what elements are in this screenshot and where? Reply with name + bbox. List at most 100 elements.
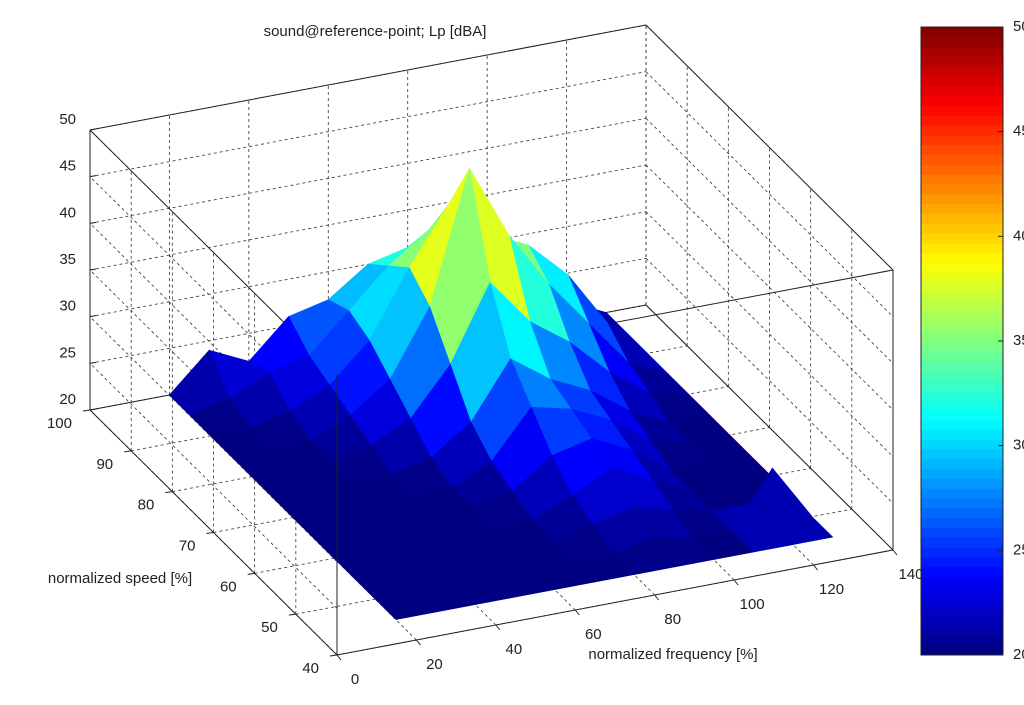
z-tick [89,361,97,364]
y-tick [247,572,255,575]
axis-edge [89,24,647,131]
z-tick-label: 50 [59,111,76,128]
colorbar-band [921,625,1003,636]
x-tick [416,639,421,646]
colorbar-band [921,144,1003,156]
grid-line [89,117,647,224]
surface-cell [374,591,437,620]
y-tick [82,409,91,412]
colorbar-band [921,105,1003,116]
z-tick-label: 25 [59,344,76,361]
colorbar-band [921,448,1003,460]
z-tick-label: 20 [59,391,76,408]
y-tick-label: 60 [220,578,237,595]
z-tick-label: 40 [59,204,76,221]
colorbar-band [921,291,1003,303]
x-axis-label: normalized frequency [%] [588,646,757,663]
x-tick-label: 80 [664,611,681,628]
grid-line [645,118,894,364]
y-tick [288,613,296,616]
colorbar-band [921,576,1003,587]
colorbar-band [921,184,1003,195]
colorbar-band [921,488,1003,499]
y-tick [124,450,132,453]
z-tick-label: 35 [59,251,76,268]
y-tick-label: 80 [138,497,155,514]
colorbar-band [921,350,1003,362]
colorbar-band [921,311,1003,322]
axis-edge [645,304,894,551]
x-tick-label: 40 [506,641,523,658]
colorbar-band [921,282,1003,293]
colorbar-band [921,36,1003,48]
colorbar-band [921,85,1003,97]
x-tick-label: 20 [426,656,443,673]
grid-line [645,164,894,411]
colorbar-band [921,233,1003,244]
x-tick [654,594,660,601]
grid-line [89,176,338,422]
colorbar-band [921,645,1003,656]
colorbar-band [921,409,1003,420]
colorbar-band [921,331,1003,342]
colorbar-band [921,252,1003,263]
z-tick [89,408,97,411]
colorbar-band [921,76,1003,87]
grid-line [89,363,338,609]
grid-line [645,71,894,317]
colorbar-band [921,478,1003,489]
colorbar-band [921,203,1003,214]
colorbar-tick-label: 40 [1013,227,1024,244]
z-tick-label: 30 [59,298,76,315]
colorbar-band [921,193,1003,205]
colorbar-band [921,174,1003,185]
colorbar-band [921,360,1003,371]
colorbar-band [921,321,1003,332]
chart-title: sound@reference-point; Lp [dBA] [264,23,487,40]
grid-line [645,258,894,504]
x-tick-label: 0 [351,671,359,688]
colorbar-band [921,586,1003,597]
axis-edge [336,549,894,656]
x-tick [574,609,580,616]
colorbar-tick-label: 30 [1013,437,1024,454]
colorbar-band [921,341,1003,352]
colorbar-band [921,301,1003,313]
colorbar-band [921,507,1003,519]
y-tick-label: 70 [179,537,196,554]
colorbar-tick-label: 25 [1013,541,1024,558]
y-tick-label: 90 [96,456,113,473]
x-tick-label: 60 [585,626,602,643]
x-tick [892,549,898,556]
colorbar-band [921,154,1003,165]
z-tick [89,221,97,224]
y-tick [206,532,214,534]
colorbar-band [921,370,1003,381]
colorbar-band [921,527,1003,538]
colorbar-band [921,537,1003,548]
axis-edge [645,24,894,271]
x-tick [733,579,739,586]
z-tick [89,128,97,131]
z-tick [89,175,97,178]
colorbar-band [921,262,1003,273]
x-tick-label: 120 [819,581,844,598]
y-axis-label: normalized speed [%] [48,570,192,587]
colorbar-band [921,605,1003,617]
grid-line [89,164,647,271]
x-tick [336,654,342,661]
colorbar-band [921,213,1003,224]
x-tick [495,624,501,631]
x-tick-label: 100 [740,596,765,613]
colorbar-band [921,635,1003,646]
colorbar-tick-label: 20 [1013,646,1024,663]
colorbar-tick-label: 50 [1013,18,1024,35]
grid-line [89,316,338,562]
grid-line [89,269,338,516]
colorbar-band [921,95,1003,106]
colorbar-band [921,429,1003,440]
colorbar-band [921,242,1003,254]
colorbar-band [921,66,1003,77]
grid-line [645,211,894,457]
colorbar-band [921,134,1003,146]
